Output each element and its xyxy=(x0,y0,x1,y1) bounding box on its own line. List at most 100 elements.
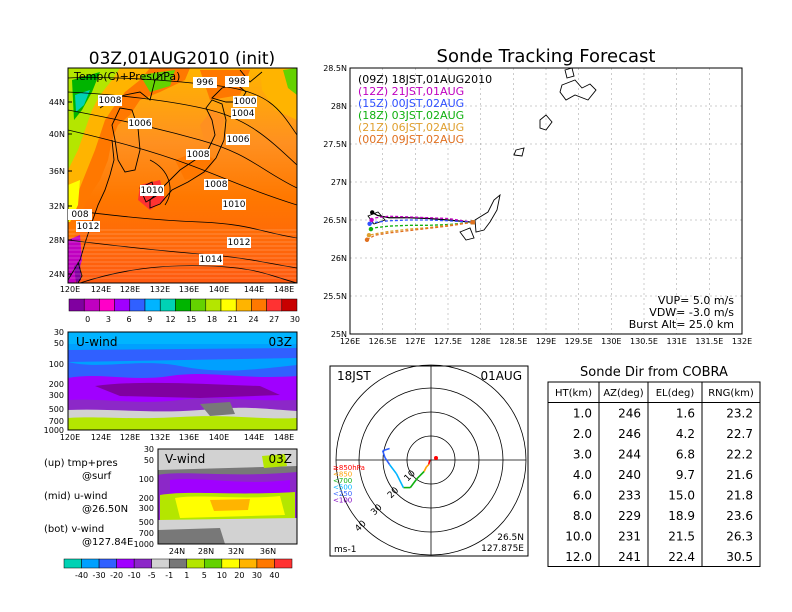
isobar-label-box xyxy=(233,96,257,107)
colorbar-tick-label: 0 xyxy=(85,315,90,324)
table-cell: 21.6 xyxy=(726,468,753,482)
colorbar-swatch xyxy=(114,298,131,312)
temperature-colorbar xyxy=(68,298,298,312)
left-map-lat-ticks: 44N 40N 36N 32N 28N 24N xyxy=(49,98,72,279)
track-end-point xyxy=(369,217,374,223)
hodograph-segment xyxy=(382,447,390,452)
track-end-point xyxy=(364,237,370,242)
pressure-tick-label: 300 xyxy=(49,391,64,400)
isobar-label-box xyxy=(199,254,223,265)
lon-tick-label: 128.5E xyxy=(499,337,527,346)
lon-tick-label: 132E xyxy=(150,285,170,294)
isobar-label: 1000 xyxy=(234,97,257,107)
table-cell: 246 xyxy=(618,407,641,421)
colorbar-tick-label: -1 xyxy=(165,571,173,580)
colorbar-tick-label: 5 xyxy=(202,571,207,580)
sonde-direction-table: Sonde Dir from COBRA HT(km) AZ(deg) EL(deg… xyxy=(547,365,761,567)
lat-tick-label: 28.5N xyxy=(323,64,347,73)
isobar-label: 996 xyxy=(196,78,213,88)
table-cell: 10.0 xyxy=(565,530,592,544)
lon-tick-label: 130E xyxy=(601,337,621,346)
table-cell: 21.5 xyxy=(668,530,695,544)
hodograph-origin xyxy=(434,456,438,460)
tracking-grid xyxy=(350,68,742,334)
table-cell: 2.0 xyxy=(573,427,592,441)
colorbar-swatch xyxy=(159,298,176,312)
colorbar-tick-label: 1 xyxy=(184,571,189,580)
hodograph-segment xyxy=(395,473,405,488)
track-line xyxy=(366,221,473,241)
wind-colorbar-ticks: -40 -30 -20 -10 -5 -1 1 5 10 20 30 40 xyxy=(75,571,280,580)
table-cell: 240 xyxy=(618,468,641,482)
colorbar-tick-label: -30 xyxy=(93,571,106,580)
colorbar-tick-label: 18 xyxy=(207,315,217,324)
colorbar-swatch xyxy=(251,298,267,312)
lat-tick-label: 36N xyxy=(260,547,276,556)
lat-tick-label: 26.5N xyxy=(323,216,347,225)
lat-tick-label: 24N xyxy=(49,270,65,279)
sonde-tracking-map: Sonde Tracking Forecast 126E 126.5E 127E 12… xyxy=(323,46,752,346)
colorbar-tick-label: 27 xyxy=(269,315,279,324)
wind-colorbar xyxy=(63,558,293,569)
tracking-legend: (09Z) 18JST,01AUG2010(12Z) 21JST,01AUG(1… xyxy=(358,73,492,146)
colorbar-swatch xyxy=(151,558,170,569)
table-cell: 26.3 xyxy=(726,530,753,544)
table-cell: 3.0 xyxy=(573,448,592,462)
tracking-lat-ticks: 28.5N 28N 27.5N 27N 26.5N 26N 25.5N 25N xyxy=(323,64,347,339)
colorbar-swatch xyxy=(221,558,240,569)
hatching xyxy=(68,229,297,279)
hodograph-segment xyxy=(409,477,418,489)
level-legend-entry: <700 xyxy=(333,477,352,485)
lon-tick-label: 128E xyxy=(471,337,491,346)
colorbar-swatch xyxy=(83,298,100,312)
v-wind-label: V-wind xyxy=(165,452,205,466)
colorbar-tick-label: 20 xyxy=(234,571,244,580)
isobar-label-box xyxy=(222,199,246,210)
colorbar-tick-label: 15 xyxy=(186,315,196,324)
colorbar-tick-label: 30 xyxy=(252,571,262,580)
colorbar-swatch xyxy=(239,558,258,569)
table-cell: 233 xyxy=(618,489,641,503)
lat-tick-label: 28N xyxy=(198,547,214,556)
legend-entry: (15Z) 00JST,02AUG xyxy=(358,97,464,110)
colorbar-swatch xyxy=(68,298,85,312)
lat-tick-label: 36N xyxy=(49,167,65,176)
table-cell: 30.5 xyxy=(726,550,753,564)
table-cell: 18.9 xyxy=(668,509,695,523)
table-header-cell: HT(km) xyxy=(555,388,592,399)
pressure-tick-label: 30 xyxy=(144,445,154,454)
hodograph-segment xyxy=(423,466,428,472)
sonde-parameters: VUP= 5.0 m/s VDW= -3.0 m/s Burst Alt= 25… xyxy=(629,294,735,331)
lat-tick-label: 40N xyxy=(49,130,65,139)
lat-tick-label: 32N xyxy=(228,547,244,556)
isobar-label-box xyxy=(186,149,210,160)
hodograph-segment xyxy=(381,450,386,458)
colorbar-tick-label: 12 xyxy=(165,315,175,324)
track-line xyxy=(369,219,473,225)
lon-tick-label: 127.5E xyxy=(434,337,462,346)
pressure-tick-label: 50 xyxy=(54,339,64,348)
colorbar-tick-label: -40 xyxy=(75,571,88,580)
pressure-tick-label: 100 xyxy=(139,475,154,484)
table-cell: 4.0 xyxy=(573,468,592,482)
track-start-point xyxy=(470,220,475,225)
track-end-point xyxy=(366,233,372,238)
pressure-tick-label: 30 xyxy=(54,328,64,337)
hodograph-segment xyxy=(388,464,398,475)
lat-tick-label: 28N xyxy=(331,102,347,111)
lon-tick-label: 124E xyxy=(91,433,111,442)
legend-entry: (09Z) 18JST,01AUG2010 xyxy=(358,73,492,86)
sonde-tracks xyxy=(364,210,475,242)
note-mid: (mid) u-wind xyxy=(44,491,107,502)
table-cell: 22.4 xyxy=(668,550,695,564)
table-cell: 21.8 xyxy=(726,489,753,503)
lon-tick-label: 120E xyxy=(60,433,80,442)
track-line xyxy=(368,221,473,236)
colorbar-tick-label: 21 xyxy=(228,315,238,324)
table-cell: 8.0 xyxy=(573,509,592,523)
polar-date-label: 01AUG xyxy=(480,369,522,383)
colorbar-tick-label: 9 xyxy=(147,315,152,324)
